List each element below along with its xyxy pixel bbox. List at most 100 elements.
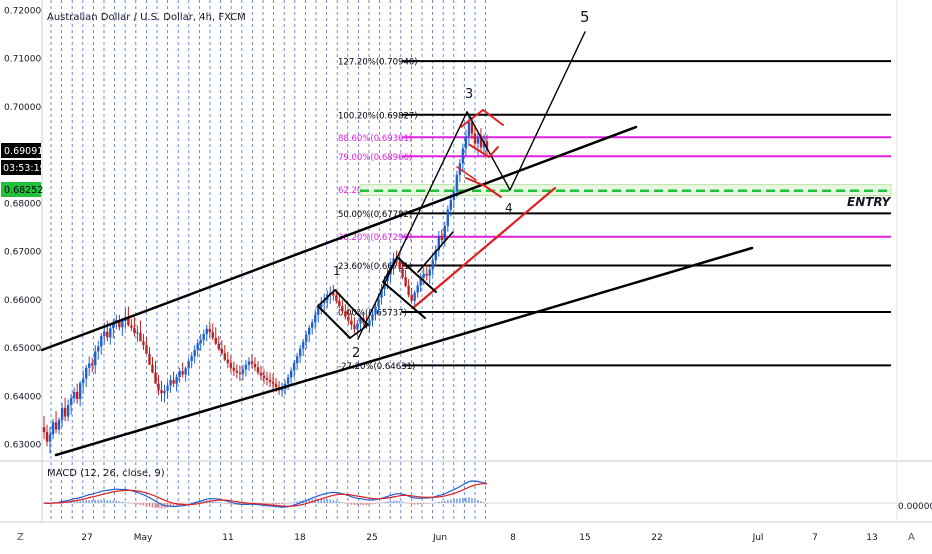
macd-histogram-bar bbox=[344, 503, 347, 504]
candle-body bbox=[437, 236, 440, 251]
candle-body bbox=[377, 297, 380, 307]
candle-body bbox=[88, 363, 91, 368]
candle-body bbox=[187, 361, 190, 369]
macd-histogram-bar bbox=[269, 503, 271, 505]
candle-body bbox=[419, 277, 422, 286]
candle-body bbox=[51, 422, 55, 435]
macd-histogram-bar bbox=[377, 503, 380, 504]
macd-histogram-bar bbox=[471, 498, 473, 503]
candle-body bbox=[48, 434, 52, 442]
macd-histogram-bar bbox=[290, 502, 292, 504]
macd-histogram-bar bbox=[275, 503, 277, 505]
macd-histogram-bar bbox=[124, 502, 127, 503]
candle-body bbox=[467, 121, 471, 137]
last-price-badge bbox=[1, 143, 41, 158]
candle-body bbox=[54, 422, 58, 430]
channel-lower-line bbox=[54, 246, 754, 457]
candle-body bbox=[78, 383, 82, 400]
macd-histogram-bar bbox=[392, 500, 395, 503]
candle-body bbox=[298, 348, 302, 357]
time-tick-label: 7 bbox=[812, 533, 818, 543]
candle-body bbox=[190, 356, 193, 362]
macd-histogram-bar bbox=[380, 502, 383, 504]
macd-histogram-bar bbox=[227, 503, 229, 504]
wave-path-2-3 bbox=[357, 111, 468, 340]
macd-histogram-bar bbox=[157, 503, 160, 509]
macd-zero-label: 0.00000 bbox=[898, 502, 932, 512]
candle-body bbox=[461, 148, 465, 164]
candle-body bbox=[482, 141, 486, 148]
candle-body bbox=[118, 320, 121, 328]
candle-body bbox=[172, 379, 175, 384]
candle-body bbox=[205, 328, 208, 335]
candle-body bbox=[45, 431, 49, 442]
macd-histogram-bar bbox=[266, 503, 268, 505]
macd-histogram-bar bbox=[305, 499, 307, 503]
candle-body bbox=[455, 174, 459, 192]
macd-histogram-bar bbox=[166, 503, 169, 508]
candle-body bbox=[344, 311, 347, 317]
candle-body bbox=[184, 368, 187, 375]
macd-histogram-bar bbox=[88, 499, 91, 503]
macd-histogram-bar bbox=[332, 500, 335, 503]
macd-histogram-bar bbox=[94, 499, 97, 503]
candle-body bbox=[196, 343, 199, 350]
candle-body bbox=[416, 285, 419, 293]
candle-body bbox=[341, 306, 344, 312]
macd-histogram-bar bbox=[440, 501, 443, 503]
wave-label-2: 2 bbox=[352, 346, 360, 361]
macd-histogram-bar bbox=[151, 503, 154, 508]
macd-histogram-bar bbox=[103, 499, 106, 503]
axis-corner-left[interactable]: Z bbox=[17, 532, 24, 543]
candle-body bbox=[211, 332, 214, 338]
price-tick-label: 0.63000 bbox=[4, 441, 41, 451]
red-flag-g bbox=[456, 166, 477, 181]
time-tick-label: 22 bbox=[651, 533, 662, 543]
candle-body bbox=[214, 337, 217, 344]
macd-histogram-bar bbox=[477, 500, 479, 503]
candle-body bbox=[380, 289, 383, 298]
candle-body bbox=[476, 137, 480, 144]
macd-histogram-bar bbox=[389, 500, 392, 503]
macd-histogram-bar bbox=[404, 502, 407, 504]
candle-body bbox=[359, 318, 362, 324]
macd-histogram-bar bbox=[383, 501, 386, 503]
candle-body bbox=[63, 407, 67, 417]
candle-body bbox=[250, 361, 254, 364]
macd-histogram-bar bbox=[245, 503, 247, 505]
candle-body bbox=[280, 389, 284, 391]
macd-histogram-bar bbox=[413, 503, 416, 505]
macd-histogram-bar bbox=[465, 497, 467, 503]
candle-body bbox=[42, 427, 46, 432]
macd-histogram-bar bbox=[474, 499, 476, 503]
candle-body bbox=[332, 292, 335, 296]
macd-histogram-bar bbox=[272, 503, 274, 505]
red-flag-f bbox=[484, 185, 502, 198]
macd-histogram-bar bbox=[462, 497, 464, 503]
candle-body bbox=[139, 332, 142, 342]
fib-level-label: 88.60%(0.69361) bbox=[338, 134, 412, 144]
time-tick-label: May bbox=[134, 533, 153, 543]
candle-body bbox=[217, 343, 220, 350]
flag-1d bbox=[317, 289, 336, 307]
wave-path-3-4 bbox=[466, 111, 511, 191]
flag-1b bbox=[334, 289, 369, 326]
red-flag-e bbox=[465, 177, 486, 187]
countdown-badge bbox=[1, 160, 41, 175]
fib-level-label: 38.20%(0.67299) bbox=[338, 233, 412, 243]
candle-body bbox=[75, 391, 79, 400]
flag-2c bbox=[382, 256, 398, 283]
candle-body bbox=[142, 341, 145, 346]
chart-title: Australian Dollar / U.S. Dollar, 4h, FXC… bbox=[47, 12, 246, 23]
macd-histogram-bar bbox=[308, 499, 310, 503]
candle-body bbox=[314, 314, 317, 323]
candle-body bbox=[271, 381, 275, 384]
candle-body bbox=[259, 372, 263, 376]
candle-body bbox=[374, 306, 377, 315]
axis-corner-right[interactable]: A bbox=[908, 532, 915, 543]
session-separators bbox=[50, 0, 487, 522]
candle-body bbox=[347, 316, 350, 321]
candle-body bbox=[151, 364, 154, 373]
